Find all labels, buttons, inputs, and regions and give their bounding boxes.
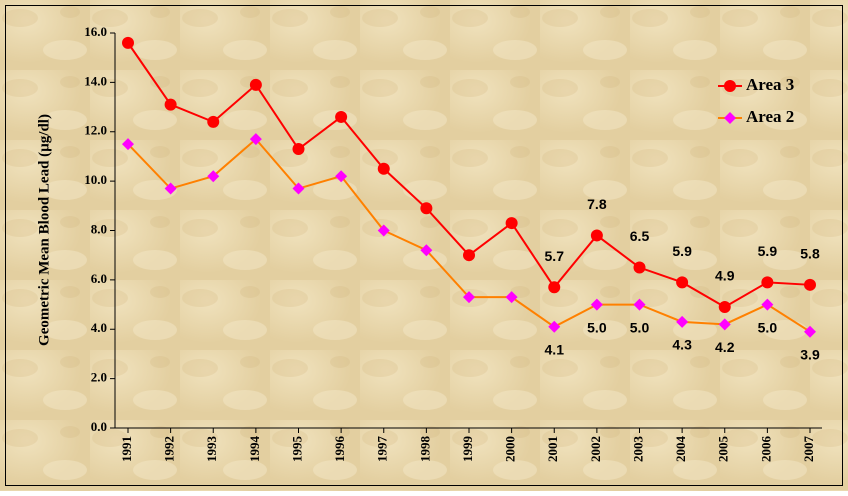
data-point (292, 143, 305, 156)
x-tick-label: 1999 (460, 436, 475, 463)
data-point (335, 110, 348, 123)
data-point (164, 98, 177, 111)
data-point (292, 182, 305, 195)
data-point (633, 261, 646, 274)
legend-label: Area 3 (746, 75, 794, 94)
legend-marker (724, 112, 736, 124)
x-tick-label: 2004 (673, 436, 688, 463)
data-label: 5.0 (587, 319, 607, 335)
data-point (377, 224, 390, 237)
data-point (590, 298, 603, 311)
x-tick-label: 2001 (545, 436, 560, 462)
data-point (335, 170, 348, 183)
data-point (676, 276, 689, 289)
x-tick-label: 2007 (801, 436, 816, 463)
data-label: 5.8 (800, 246, 820, 262)
data-point (122, 138, 134, 151)
data-point (164, 182, 177, 195)
data-point (804, 278, 816, 291)
data-label: 5.0 (630, 319, 650, 335)
legend-marker (724, 80, 736, 92)
data-point (463, 291, 475, 304)
data-point (548, 320, 561, 333)
data-point (590, 229, 603, 242)
y-tick-label: 2.0 (91, 370, 107, 385)
x-tick-label: 1993 (204, 436, 219, 463)
data-point (207, 170, 220, 183)
y-axis-label: Geometric Mean Blood Lead (µg/dl) (36, 114, 52, 346)
x-tick-label: 2005 (716, 436, 731, 463)
x-tick-label: 1997 (375, 436, 390, 463)
data-point (122, 36, 134, 49)
data-point (718, 318, 731, 331)
x-tick-label: 2002 (588, 436, 603, 462)
data-label: 4.9 (715, 268, 735, 284)
data-point (505, 217, 518, 230)
y-tick-label: 16.0 (84, 24, 107, 39)
data-point (463, 249, 475, 262)
y-tick-label: 10.0 (84, 172, 107, 187)
data-label: 4.2 (715, 339, 735, 355)
data-point (633, 298, 646, 311)
data-point (676, 315, 689, 328)
x-tick-label: 1992 (162, 436, 177, 462)
data-label: 3.9 (800, 346, 820, 362)
data-point (718, 301, 731, 314)
y-tick-label: 8.0 (91, 221, 107, 236)
data-point (377, 162, 390, 175)
data-label: 6.5 (630, 228, 650, 244)
frame (5, 5, 843, 486)
y-tick-label: 4.0 (91, 320, 107, 335)
x-tick-label: 2000 (503, 436, 518, 462)
data-point (207, 115, 220, 128)
y-tick-label: 0.0 (91, 419, 107, 434)
data-label: 5.0 (758, 319, 778, 335)
data-label: 7.8 (587, 196, 607, 212)
x-tick-label: 2003 (630, 436, 645, 463)
data-point (249, 133, 262, 146)
data-label: 5.9 (758, 243, 778, 259)
x-tick-label: 1994 (247, 436, 262, 463)
y-tick-label: 6.0 (91, 271, 107, 286)
data-point (761, 276, 774, 289)
data-point (761, 298, 774, 311)
data-label: 5.9 (672, 243, 692, 259)
x-tick-label: 1996 (332, 436, 347, 463)
data-point (249, 78, 262, 91)
data-label: 4.3 (672, 337, 692, 353)
data-point (420, 244, 433, 257)
x-tick-label: 1995 (289, 436, 304, 463)
data-point (420, 202, 433, 215)
data-point (505, 291, 518, 304)
data-point (804, 325, 816, 338)
data-point (548, 281, 561, 294)
legend-label: Area 2 (746, 107, 794, 126)
y-tick-label: 14.0 (84, 73, 107, 88)
y-tick-label: 12.0 (84, 123, 107, 138)
data-label: 4.1 (545, 341, 565, 357)
x-tick-label: 2006 (758, 436, 773, 463)
data-label: 5.7 (545, 248, 565, 264)
x-tick-label: 1991 (119, 436, 134, 462)
x-tick-label: 1998 (417, 436, 432, 463)
